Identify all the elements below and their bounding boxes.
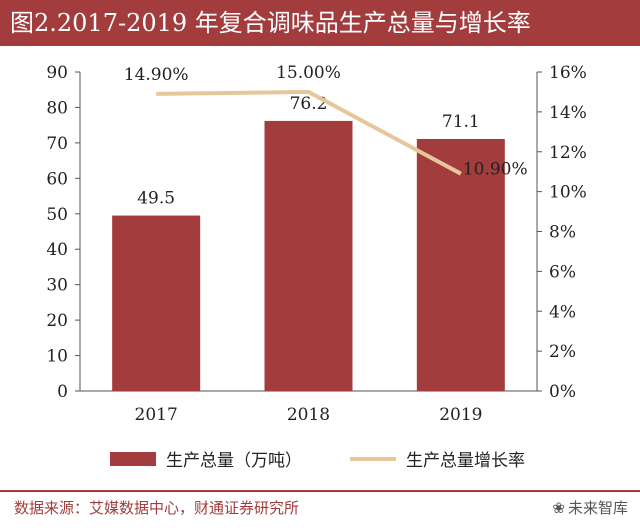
- right-tick-label: 8%: [549, 223, 576, 243]
- line-value-label: 14.90%: [124, 65, 189, 85]
- bar-value-label: 49.5: [137, 189, 175, 209]
- right-tick-label: 2%: [549, 342, 576, 362]
- legend-item-bar: 生产总量（万吨）: [110, 446, 302, 471]
- left-tick-label: 60: [46, 169, 68, 189]
- right-tick-label: 10%: [549, 183, 587, 203]
- footer-divider: [0, 490, 640, 492]
- line-value-label: 10.90%: [463, 160, 528, 180]
- line-value-label: 15.00%: [276, 63, 341, 83]
- bar: [416, 138, 505, 391]
- left-tick-label: 40: [46, 240, 68, 260]
- legend-bar-swatch: [110, 451, 156, 466]
- bar: [112, 215, 201, 391]
- right-tick-label: 0%: [549, 382, 576, 402]
- bar: [264, 120, 353, 391]
- left-tick-label: 50: [46, 205, 68, 225]
- legend-line-swatch: [350, 456, 396, 461]
- left-tick-label: 80: [46, 98, 68, 118]
- legend-item-line: 生产总量增长率: [350, 446, 525, 471]
- legend: 生产总量（万吨） 生产总量增长率: [0, 442, 640, 472]
- right-tick-label: 6%: [549, 262, 576, 282]
- legend-label-bar: 生产总量（万吨）: [166, 451, 302, 471]
- left-tick-label: 0: [57, 382, 68, 402]
- right-tick-label: 4%: [549, 302, 576, 322]
- right-tick-label: 12%: [549, 143, 587, 163]
- left-tick-label: 90: [46, 63, 68, 83]
- bar-value-label: 71.1: [442, 112, 480, 132]
- x-tick-label: 2018: [287, 405, 330, 425]
- x-tick-label: 2017: [135, 405, 178, 425]
- paw-icon: ❀: [552, 499, 565, 517]
- chart-title: 图2.2017-2019 年复合调味品生产总量与增长率: [0, 0, 640, 46]
- chart-plot: 0 10 20 30 40 50 60 70 80 90 0% 2% 4% 6% 8% 10% 12% 14% 16…: [46, 63, 587, 425]
- left-tick-label: 70: [46, 134, 68, 154]
- growth-rate-line: [156, 89, 462, 176]
- left-tick-label: 20: [46, 311, 68, 331]
- right-tick-label: 14%: [549, 103, 587, 123]
- watermark-text: 未来智库: [567, 499, 628, 517]
- watermark: ❀ 未来智库: [552, 497, 628, 518]
- left-tick-label: 30: [46, 276, 68, 296]
- source-note: 数据来源：艾媒数据中心，财通证券研究所: [14, 499, 300, 517]
- x-tick-label: 2019: [439, 405, 482, 425]
- right-tick-label: 16%: [549, 63, 587, 83]
- legend-label-line: 生产总量增长率: [406, 451, 525, 471]
- left-tick-label: 10: [46, 347, 68, 367]
